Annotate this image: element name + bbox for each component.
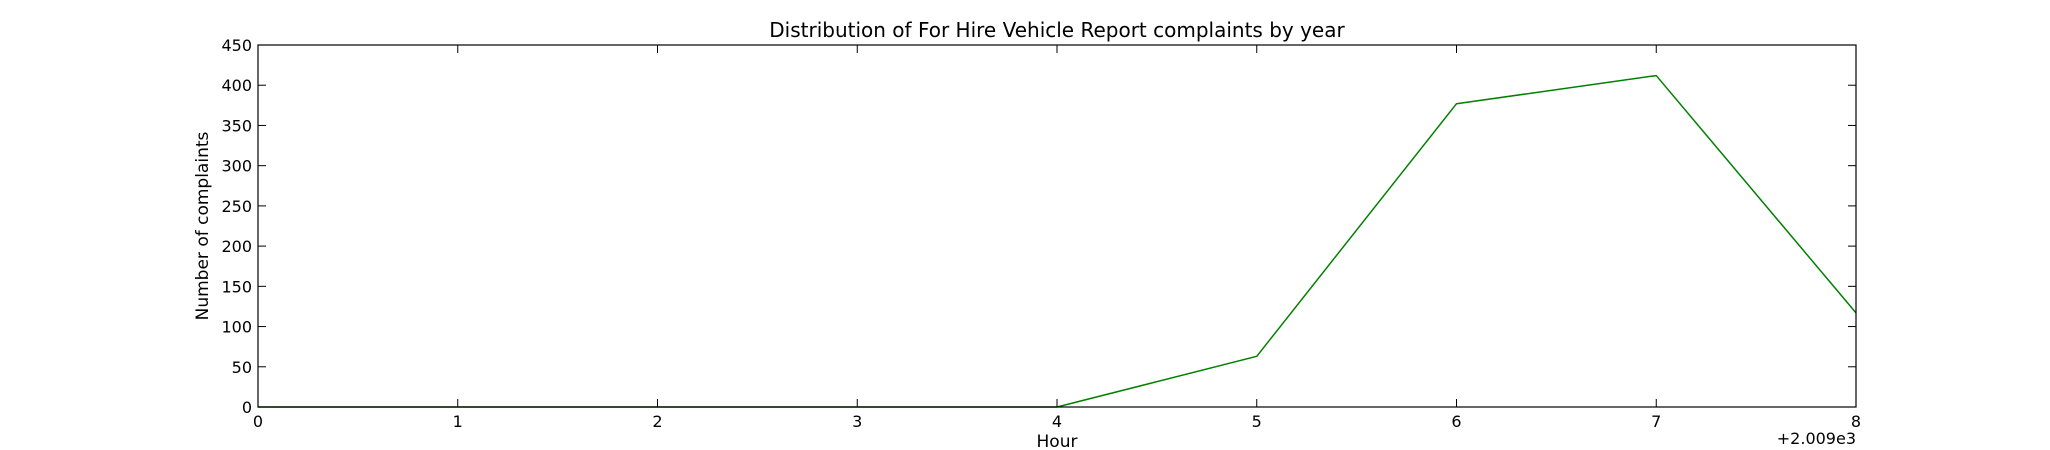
series-layer: [258, 74, 1857, 408]
y-tick-label: 0: [242, 398, 252, 417]
x-axis-label: Hour: [1037, 432, 1078, 450]
y-tick-label: 450: [221, 36, 252, 55]
x-tick-label: 1: [453, 412, 463, 431]
series-line: [258, 74, 1857, 408]
y-tick-label: 300: [221, 157, 252, 176]
chart-title: Distribution of For Hire Vehicle Report …: [769, 18, 1345, 42]
x-tick-label: 7: [1651, 412, 1661, 431]
x-tick-label: 2: [652, 412, 662, 431]
x-axis-offset-label: +2.009e3: [1777, 429, 1856, 448]
y-axis-ticks: 0 50 100 150 200 250 300 350 400 450: [221, 36, 1856, 417]
y-tick-label: 400: [221, 76, 252, 95]
y-axis-label: Number of complaints: [193, 131, 213, 320]
y-tick-label: 100: [221, 318, 252, 337]
x-tick-label: 5: [1252, 412, 1262, 431]
x-axis-ticks: 0 1 2 3 4 5 6 7 8: [253, 45, 1861, 431]
x-tick-label: 8: [1851, 412, 1861, 431]
y-tick-label: 150: [221, 277, 252, 296]
x-tick-label: 4: [1052, 412, 1062, 431]
y-tick-label: 200: [221, 237, 252, 256]
x-tick-label: 6: [1451, 412, 1461, 431]
y-tick-label: 50: [232, 358, 252, 377]
y-tick-label: 250: [221, 197, 252, 216]
y-tick-label: 350: [221, 116, 252, 135]
x-tick-label: 0: [253, 412, 263, 431]
plot-frame: [257, 44, 1857, 408]
x-tick-label: 3: [852, 412, 862, 431]
